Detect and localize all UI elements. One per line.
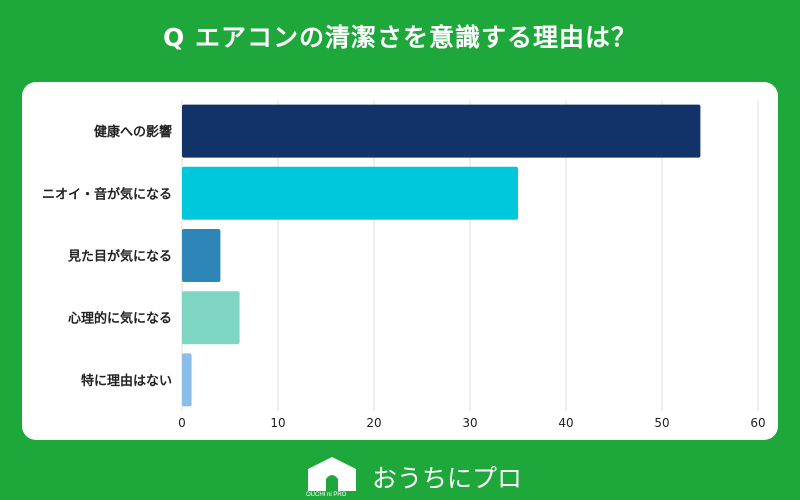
bar: [182, 166, 518, 220]
x-tick-label: 60: [750, 416, 765, 430]
x-tick-label: 0: [178, 416, 186, 430]
category-label: 心理的に気になる: [68, 311, 172, 327]
logo-text: おうちにプロ: [372, 464, 523, 493]
ouchi-ni-pro-logo-icon: OUCHI ni PRO: [306, 457, 356, 497]
x-tick-label: 30: [462, 416, 477, 430]
category-label: 見た目が気になる: [67, 249, 172, 265]
category-label: 特に理由はない: [81, 373, 172, 389]
x-tick-label: 50: [654, 416, 669, 430]
x-tick-label: 40: [558, 416, 573, 430]
chart-title: Q エアコンの清潔さを意識する理由は？: [163, 23, 637, 52]
x-tick-label: 10: [270, 416, 285, 430]
bar: [182, 353, 192, 407]
bar: [182, 291, 240, 345]
svg-text:OUCHI ni PRO: OUCHI ni PRO: [306, 492, 347, 497]
category-label: 健康への影響: [94, 124, 172, 140]
bar: [182, 229, 221, 282]
x-tick-label: 20: [366, 416, 381, 430]
bar: [182, 104, 701, 158]
category-label: ニオイ・音が気になる: [42, 186, 172, 202]
